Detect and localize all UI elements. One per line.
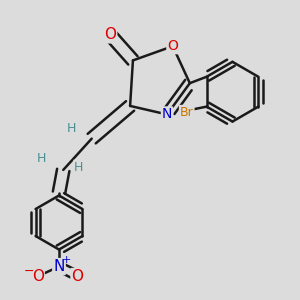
- Text: O: O: [71, 269, 83, 284]
- Text: N: N: [53, 259, 65, 274]
- Text: O: O: [32, 269, 44, 284]
- Text: H: H: [67, 122, 76, 135]
- Text: H: H: [74, 160, 84, 174]
- Text: −: −: [23, 265, 34, 278]
- Text: N: N: [162, 107, 172, 122]
- Text: O: O: [167, 39, 178, 53]
- Text: O: O: [104, 27, 116, 42]
- Text: H: H: [37, 152, 46, 165]
- Text: Br: Br: [180, 106, 194, 119]
- Text: +: +: [62, 255, 72, 265]
